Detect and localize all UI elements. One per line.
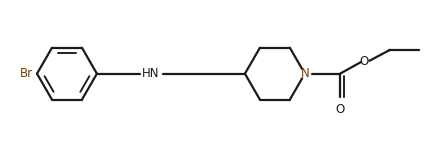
Text: O: O — [336, 103, 345, 116]
Text: HN: HN — [142, 67, 159, 80]
Text: N: N — [301, 67, 309, 80]
Text: O: O — [359, 55, 368, 68]
Text: Br: Br — [21, 67, 34, 80]
